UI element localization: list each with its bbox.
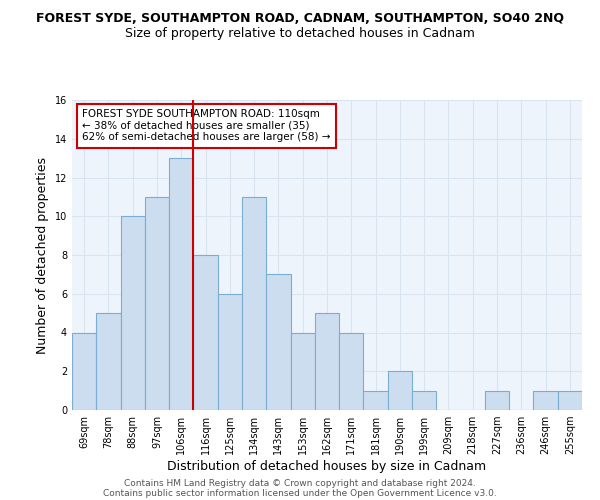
- Bar: [364, 390, 388, 410]
- Bar: [533, 390, 558, 410]
- Bar: [339, 332, 364, 410]
- Text: Contains HM Land Registry data © Crown copyright and database right 2024.: Contains HM Land Registry data © Crown c…: [124, 478, 476, 488]
- Bar: [412, 390, 436, 410]
- Text: Size of property relative to detached houses in Cadnam: Size of property relative to detached ho…: [125, 28, 475, 40]
- Bar: [121, 216, 145, 410]
- Bar: [266, 274, 290, 410]
- Bar: [558, 390, 582, 410]
- Text: FOREST SYDE, SOUTHAMPTON ROAD, CADNAM, SOUTHAMPTON, SO40 2NQ: FOREST SYDE, SOUTHAMPTON ROAD, CADNAM, S…: [36, 12, 564, 26]
- Bar: [96, 313, 121, 410]
- Bar: [169, 158, 193, 410]
- Bar: [72, 332, 96, 410]
- Bar: [315, 313, 339, 410]
- X-axis label: Distribution of detached houses by size in Cadnam: Distribution of detached houses by size …: [167, 460, 487, 473]
- Bar: [485, 390, 509, 410]
- Text: Contains public sector information licensed under the Open Government Licence v3: Contains public sector information licen…: [103, 488, 497, 498]
- Bar: [193, 255, 218, 410]
- Text: FOREST SYDE SOUTHAMPTON ROAD: 110sqm
← 38% of detached houses are smaller (35)
6: FOREST SYDE SOUTHAMPTON ROAD: 110sqm ← 3…: [82, 110, 331, 142]
- Bar: [290, 332, 315, 410]
- Y-axis label: Number of detached properties: Number of detached properties: [36, 156, 49, 354]
- Bar: [388, 371, 412, 410]
- Bar: [145, 197, 169, 410]
- Bar: [218, 294, 242, 410]
- Bar: [242, 197, 266, 410]
